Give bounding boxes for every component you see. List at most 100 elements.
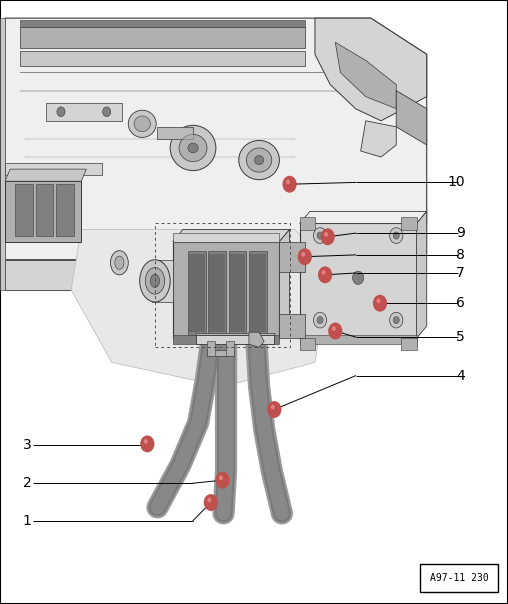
- Bar: [155, 223, 290, 347]
- Bar: [20, 27, 305, 48]
- Circle shape: [373, 295, 387, 312]
- Polygon shape: [300, 217, 315, 230]
- Bar: [56, 184, 74, 236]
- Polygon shape: [46, 103, 122, 121]
- Circle shape: [393, 232, 399, 239]
- Circle shape: [393, 316, 399, 324]
- Text: 6: 6: [456, 296, 465, 310]
- Circle shape: [57, 107, 65, 117]
- Circle shape: [103, 107, 111, 117]
- Circle shape: [144, 439, 148, 444]
- Text: 10: 10: [447, 175, 465, 190]
- Bar: [230, 254, 245, 332]
- Polygon shape: [300, 211, 427, 223]
- Bar: [15, 184, 33, 236]
- Polygon shape: [157, 127, 193, 139]
- Polygon shape: [249, 332, 264, 347]
- Ellipse shape: [111, 251, 128, 275]
- Polygon shape: [5, 18, 427, 260]
- Polygon shape: [401, 217, 417, 230]
- Ellipse shape: [145, 268, 165, 294]
- Ellipse shape: [140, 260, 170, 302]
- Bar: [250, 254, 266, 332]
- Polygon shape: [396, 91, 427, 145]
- Polygon shape: [5, 169, 86, 181]
- Polygon shape: [335, 42, 396, 109]
- Text: 4: 4: [456, 368, 465, 383]
- Ellipse shape: [170, 126, 216, 171]
- Bar: [36, 184, 53, 236]
- Ellipse shape: [246, 148, 272, 172]
- Circle shape: [215, 472, 230, 489]
- Circle shape: [282, 176, 297, 193]
- Polygon shape: [279, 242, 305, 272]
- Circle shape: [267, 401, 281, 418]
- Circle shape: [219, 475, 223, 480]
- Bar: [208, 251, 226, 335]
- Circle shape: [324, 232, 328, 237]
- Bar: [209, 254, 225, 332]
- Circle shape: [321, 228, 335, 245]
- Bar: [207, 341, 215, 356]
- Polygon shape: [196, 333, 275, 335]
- Polygon shape: [207, 350, 234, 356]
- Text: 1: 1: [23, 513, 31, 528]
- Circle shape: [332, 326, 336, 331]
- Polygon shape: [417, 211, 427, 338]
- Polygon shape: [152, 260, 173, 302]
- Polygon shape: [157, 127, 193, 139]
- Polygon shape: [5, 260, 305, 290]
- Polygon shape: [300, 338, 315, 350]
- Polygon shape: [300, 223, 417, 338]
- Circle shape: [207, 498, 211, 503]
- Text: 2: 2: [23, 476, 31, 490]
- Polygon shape: [401, 338, 417, 350]
- Bar: [189, 254, 205, 332]
- Bar: [420, 564, 498, 592]
- Polygon shape: [361, 121, 396, 157]
- Circle shape: [286, 179, 290, 184]
- Text: 7: 7: [456, 266, 465, 280]
- Bar: [173, 335, 279, 344]
- Bar: [20, 51, 305, 66]
- Circle shape: [390, 228, 403, 243]
- Circle shape: [317, 316, 323, 324]
- Circle shape: [298, 248, 312, 265]
- Bar: [249, 251, 267, 335]
- Polygon shape: [5, 163, 102, 175]
- Ellipse shape: [239, 141, 279, 180]
- Polygon shape: [305, 223, 427, 290]
- Polygon shape: [279, 230, 290, 338]
- Polygon shape: [279, 314, 305, 338]
- Bar: [173, 233, 279, 242]
- Polygon shape: [196, 335, 274, 344]
- Circle shape: [301, 252, 305, 257]
- Circle shape: [353, 271, 364, 284]
- Text: A97-11 230: A97-11 230: [430, 573, 488, 583]
- Circle shape: [313, 228, 327, 243]
- Bar: [226, 341, 234, 356]
- Ellipse shape: [128, 110, 156, 137]
- Ellipse shape: [134, 116, 150, 132]
- Text: 3: 3: [23, 438, 31, 452]
- Bar: [20, 20, 305, 27]
- Polygon shape: [0, 18, 5, 290]
- Circle shape: [322, 270, 326, 275]
- Ellipse shape: [115, 256, 124, 269]
- Polygon shape: [71, 230, 330, 387]
- Circle shape: [390, 312, 403, 328]
- Text: 9: 9: [456, 226, 465, 240]
- Circle shape: [271, 405, 275, 410]
- Polygon shape: [173, 230, 290, 242]
- Circle shape: [204, 494, 218, 511]
- Polygon shape: [315, 18, 427, 121]
- Bar: [188, 251, 206, 335]
- Circle shape: [317, 232, 323, 239]
- Circle shape: [318, 266, 332, 283]
- Circle shape: [140, 435, 154, 452]
- Circle shape: [376, 298, 380, 303]
- Text: 5: 5: [456, 330, 465, 344]
- Text: 8: 8: [456, 248, 465, 262]
- Ellipse shape: [188, 143, 198, 153]
- Circle shape: [328, 323, 342, 339]
